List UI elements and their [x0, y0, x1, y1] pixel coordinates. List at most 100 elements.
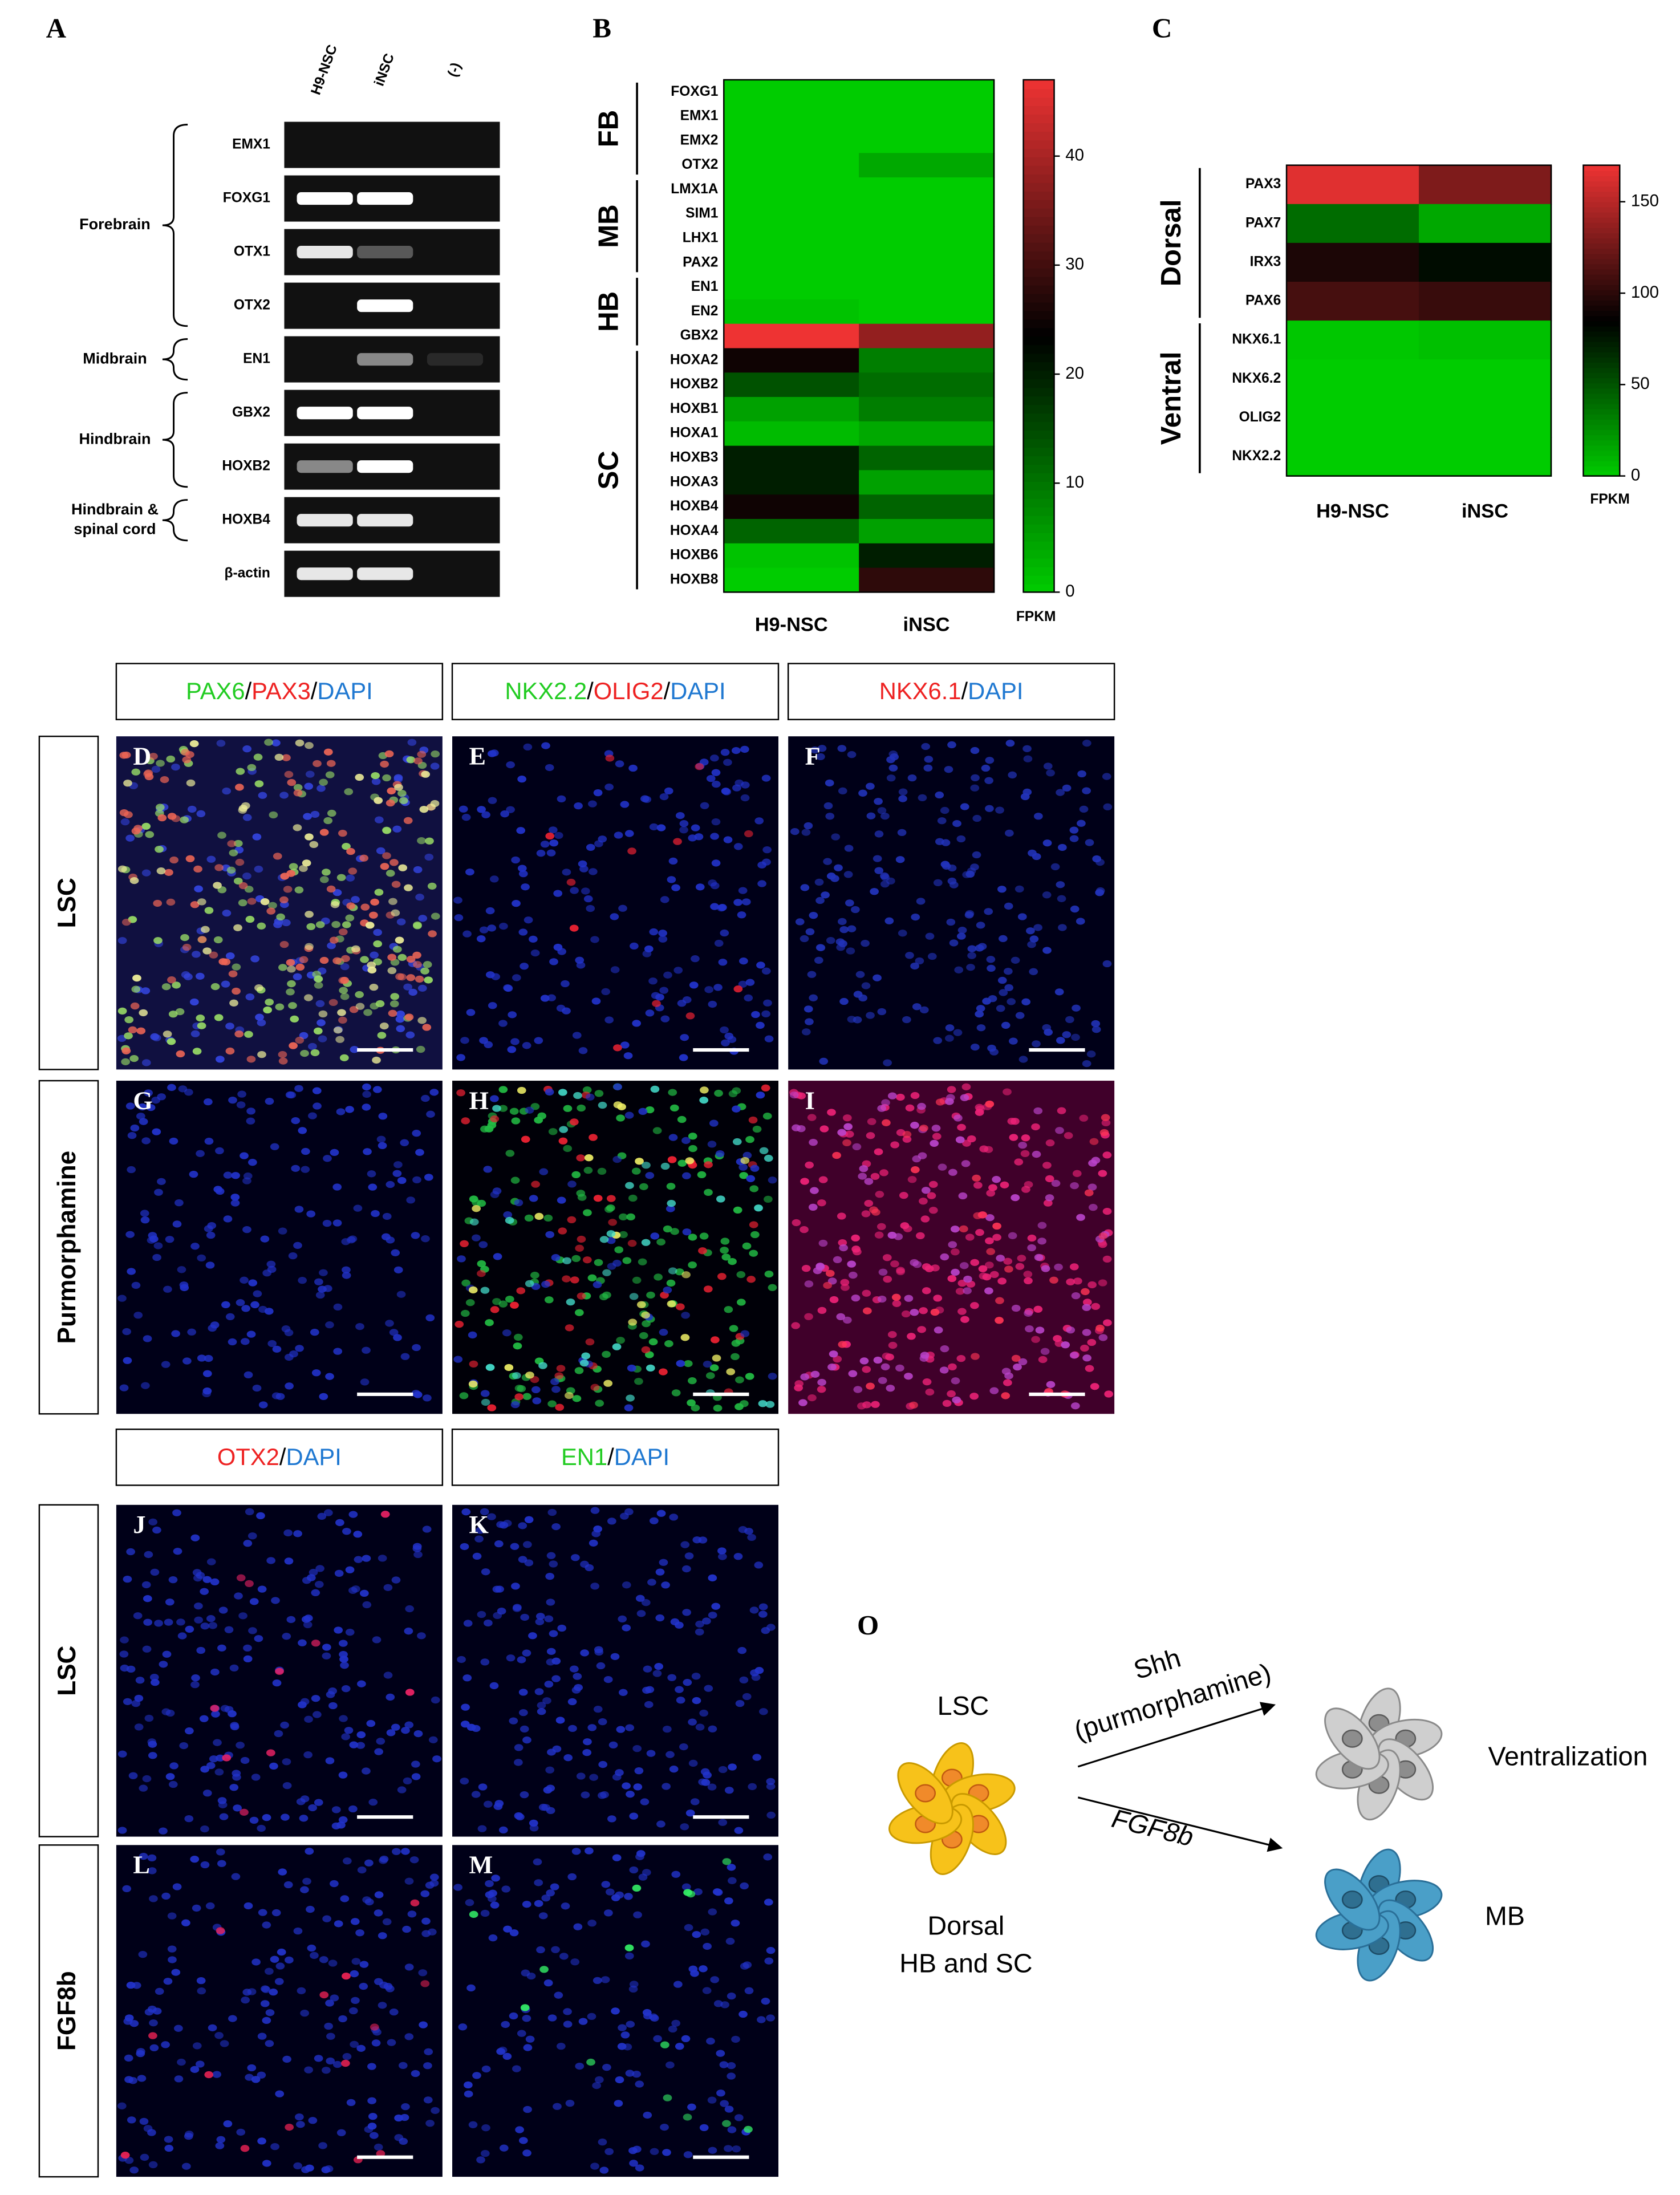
colorbar-step: [1583, 185, 1620, 192]
nucleus: [1057, 895, 1066, 902]
nucleus: [1023, 755, 1033, 762]
nucleus: [1009, 1037, 1018, 1045]
nucleus: [286, 988, 295, 996]
nucleus: [902, 1131, 912, 1138]
nucleus: [132, 1982, 141, 1989]
nucleus: [745, 979, 755, 986]
nucleus: [683, 1360, 693, 1368]
nucleus: [190, 1030, 200, 1037]
nucleus: [751, 1011, 760, 1019]
nucleus: [615, 1891, 624, 1898]
colorbar-step: [1583, 408, 1620, 415]
nucleus: [213, 936, 223, 944]
nucleus: [231, 1172, 240, 1179]
nucleus: [1027, 1244, 1036, 1252]
nucleus: [931, 1264, 940, 1272]
nucleus: [559, 1126, 569, 1133]
nucleus: [141, 1382, 150, 1389]
nucleus: [1046, 769, 1055, 777]
nucleus: [650, 1232, 660, 1240]
nucleus: [150, 1568, 160, 1576]
nucleus: [863, 1307, 872, 1314]
nucleus: [879, 1169, 888, 1176]
nucleus: [717, 904, 726, 912]
nucleus: [385, 1236, 395, 1244]
nucleus: [593, 1706, 603, 1713]
nucleus: [688, 1759, 698, 1767]
nucleus: [413, 1730, 423, 1738]
nucleus: [266, 1557, 276, 1564]
nucleus: [999, 989, 1008, 996]
nucleus: [149, 2044, 159, 2052]
nucleus: [627, 1240, 637, 1247]
nucleus: [684, 1552, 694, 1560]
nucleus: [360, 956, 369, 963]
nucleus: [531, 1386, 541, 1393]
nucleus: [695, 763, 704, 770]
nucleus: [197, 1987, 206, 1995]
nucleus: [210, 1578, 220, 1585]
nucleus: [1057, 843, 1067, 851]
nucleus: [514, 1393, 524, 1401]
colorbar-step: [1583, 434, 1620, 441]
header-part: DAPI: [317, 677, 372, 704]
nucleus: [544, 1296, 554, 1304]
nucleus: [967, 952, 976, 959]
nucleus: [367, 2097, 376, 2104]
heatmap-cell: [859, 153, 995, 178]
nucleus: [481, 2065, 491, 2073]
nucleus: [614, 1246, 624, 1253]
nucleus: [472, 1199, 481, 1206]
nucleus: [1040, 1348, 1050, 1355]
nucleus: [287, 965, 296, 973]
nucleus: [717, 1547, 727, 1555]
nucleus: [732, 784, 741, 792]
colorbar-step: [1583, 201, 1620, 208]
nucleus: [542, 1697, 551, 1705]
row-label: FOXG1: [671, 84, 718, 99]
nucleus: [628, 1985, 638, 1993]
nucleus: [423, 961, 432, 968]
nucleus: [612, 1774, 622, 1781]
nucleus: [1070, 905, 1080, 913]
nucleus: [148, 1752, 157, 1759]
nucleus: [842, 1139, 851, 1147]
nucleus: [341, 2059, 350, 2067]
nucleus: [383, 1584, 393, 1591]
nucleus: [223, 1171, 233, 1179]
start-caption: Dorsal: [928, 1910, 1005, 1940]
column-label: H9-NSC: [1316, 501, 1389, 522]
gel-lane: [284, 121, 500, 168]
nucleus: [655, 993, 664, 1001]
nucleus: [916, 898, 926, 905]
nucleus: [127, 2116, 136, 2124]
colorbar-step: [1583, 294, 1620, 301]
nucleus: [272, 1679, 282, 1687]
group-label: HB: [593, 291, 624, 332]
nucleus: [874, 867, 884, 874]
nucleus: [247, 1532, 257, 1540]
nucleus: [412, 1344, 421, 1352]
colorbar-tick-label: 100: [1631, 283, 1659, 302]
nucleus: [232, 1770, 241, 1777]
nucleus: [590, 2162, 599, 2170]
nucleus: [555, 1717, 565, 1724]
nucleus: [676, 1360, 685, 1368]
nucleus: [128, 1772, 138, 1779]
column-label: H9-NSC: [755, 614, 828, 635]
panel-letter: E: [469, 743, 485, 770]
nucleus: [919, 1006, 929, 1014]
nucleus: [540, 995, 550, 1002]
nucleus: [214, 1014, 224, 1021]
nucleus: [221, 1301, 230, 1309]
nucleus: [487, 750, 497, 757]
nucleus: [578, 1047, 588, 1054]
nucleus: [330, 1994, 339, 2002]
nucleus: [761, 967, 771, 975]
colorbar-step: [1583, 263, 1620, 270]
nucleus: [947, 1275, 957, 1283]
nucleus: [667, 1300, 676, 1308]
colorbar-step: [1023, 515, 1054, 525]
nucleus: [123, 1357, 132, 1364]
nucleus: [137, 2075, 147, 2082]
